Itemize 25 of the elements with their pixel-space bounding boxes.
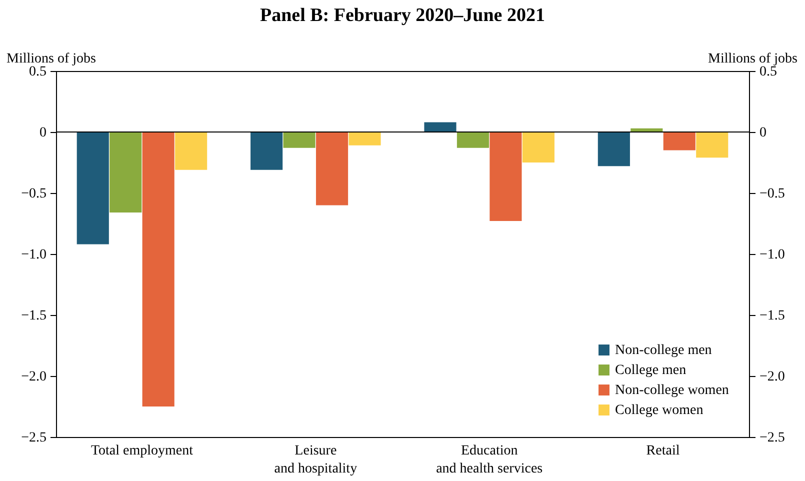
y2-tick-label: −2.5 [760,430,785,446]
y2-tick-label: 0 [760,126,766,140]
y2-tick-label: −1.0 [760,248,785,262]
y2-tick-label: −0.5 [760,186,785,202]
y-tick-label: −0.5 [21,186,46,202]
chart-title: Panel B: February 2020–June 2021 [260,5,545,26]
x-tick-label: Retail [646,444,680,458]
y-tick-label: 0 [40,126,46,140]
y-axis-title: Millions of jobs [6,52,96,66]
y2-tick-label: 0.5 [760,64,777,80]
y-tick-label: −1.5 [21,308,46,324]
y-tick-label: −2.0 [21,370,46,384]
y2-tick-label: −2.0 [760,370,785,384]
legend-label: Non-college men [615,343,712,358]
x-tick-label: Total employment [90,444,194,458]
y-tick-label: −2.5 [21,430,46,446]
legend-label: College men [615,363,686,378]
y2-axis-title: Millions of jobs [708,52,798,66]
y2-tick-label: −1.5 [760,308,785,324]
y-tick-label: −1.0 [21,248,46,262]
legend-label: Non-college women [615,383,729,398]
legend-label: College women [615,403,704,418]
x-tick-label: Leisure and hospitality [274,444,358,476]
x-tick-label: Education and health services [436,444,543,476]
y-tick-label: 0.5 [29,64,46,80]
